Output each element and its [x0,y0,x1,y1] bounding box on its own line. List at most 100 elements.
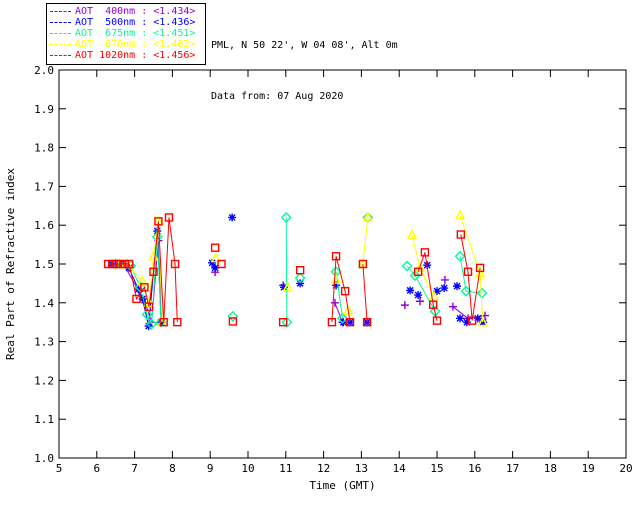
marker-square [217,259,226,269]
y-tick-label: 1.5 [34,258,54,271]
y-tick-label: 1.8 [34,142,54,155]
x-tick-label: 5 [56,462,63,475]
marker-diamond [294,272,306,284]
marker-diamond [280,211,292,223]
marker-plus [400,301,409,310]
marker-square [362,318,372,327]
marker-asterisk [456,314,465,323]
marker-triangle [343,304,354,315]
y-tick-label: 1.6 [34,219,54,232]
marker-square [173,318,182,327]
x-tick-label: 12 [317,462,330,475]
x-tick-label: 9 [207,462,214,475]
series-line [334,302,343,323]
series-line [285,217,288,323]
marker-square [432,316,442,325]
marker-asterisk [473,314,482,323]
marker-square [340,286,350,296]
marker-diamond [146,318,158,330]
x-tick-label: 10 [241,462,254,475]
x-tick-label: 19 [582,462,595,475]
marker-diamond [151,231,163,243]
marker-diamond [141,308,153,320]
marker-square [120,259,129,269]
header-info: PML, N 50 22', W 04 08', Alt 0m Data fro… [211,3,398,139]
site-location-text: PML, N 50 22', W 04 08', Alt 0m [211,40,398,51]
marker-square [475,263,485,273]
series-line [362,263,368,323]
series-line [108,217,178,323]
marker-triangle [330,273,342,284]
marker-asterisk [406,286,415,295]
marker-asterisk [440,284,449,293]
marker-square [132,294,141,304]
marker-triangle [137,275,148,286]
y-tick-label: 2.0 [34,64,54,77]
marker-plus [415,297,424,306]
marker-triangle [406,228,418,240]
x-tick-label: 17 [506,462,519,475]
data-date-text: Data from: 07 Aug 2020 [211,91,344,102]
marker-asterisk [208,258,217,267]
marker-asterisk [138,294,147,303]
marker-asterisk [332,281,341,290]
x-axis-label: Time (GMT) [309,479,375,492]
x-tick-label: 14 [393,462,407,475]
x-tick-label: 16 [468,462,481,475]
legend-label: AOT 870nm : <1.462> [75,39,196,50]
x-tick-label: 18 [544,462,557,475]
legend-label: AOT 500nm : <1.436> [75,17,196,28]
marker-asterisk [479,318,488,327]
x-tick-label: 15 [430,462,443,475]
y-tick-label: 1.9 [34,103,54,116]
marker-square [140,283,149,292]
series-line [417,252,438,321]
marker-square [154,217,163,226]
marker-square [413,267,423,276]
marker-diamond [409,270,421,282]
marker-diamond [362,211,374,223]
y-tick-label: 1.7 [34,180,54,193]
legend-item: AOT 675nm : <1.451> [50,28,202,39]
marker-square [144,302,154,311]
x-tick-label: 8 [169,462,176,475]
marker-triangle [210,252,222,263]
marker-diamond [454,250,466,262]
y-tick-label: 1.2 [34,374,54,387]
marker-square [159,318,168,327]
legend-line-sample [50,11,71,12]
marker-triangle [362,211,373,222]
marker-diamond [476,287,488,299]
marker-plus [448,302,457,311]
marker-square [164,213,174,222]
marker-square [331,252,341,261]
marker-asterisk [211,263,220,272]
x-tick-label: 20 [619,462,632,475]
series-line [459,215,484,323]
marker-asterisk [228,213,237,222]
legend-label: AOT 1020nm : <1.456> [75,50,196,61]
marker-square [420,248,430,257]
marker-asterisk [453,282,462,291]
marker-diamond [227,310,239,322]
marker-square [228,317,238,326]
legend-line-sample [50,22,71,23]
legend-label: AOT 400nm : <1.434> [75,6,196,17]
legend-item: AOT 500nm : <1.436> [50,17,202,28]
marker-square [210,243,220,252]
marker-diamond [429,305,441,317]
legend-line-sample [50,44,71,45]
series-line [331,256,351,323]
marker-square [429,300,438,309]
legend: AOT 400nm : <1.434> AOT 500nm : <1.436> AO… [46,3,206,65]
marker-diamond [401,260,413,272]
series-line [362,217,369,265]
marker-triangle [474,266,486,278]
legend-line-sample [50,33,71,34]
marker-asterisk [279,283,288,292]
y-axis-label: Real Part of Refractive index [4,168,17,360]
marker-triangle [477,316,488,327]
marker-asterisk [433,287,441,296]
marker-asterisk [462,318,471,327]
